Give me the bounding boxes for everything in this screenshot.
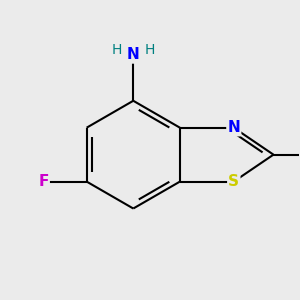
Text: N: N: [127, 47, 140, 62]
Text: N: N: [227, 120, 240, 135]
Text: H: H: [145, 43, 155, 57]
Text: S: S: [228, 174, 239, 189]
Text: F: F: [38, 174, 49, 189]
Text: H: H: [111, 43, 122, 57]
